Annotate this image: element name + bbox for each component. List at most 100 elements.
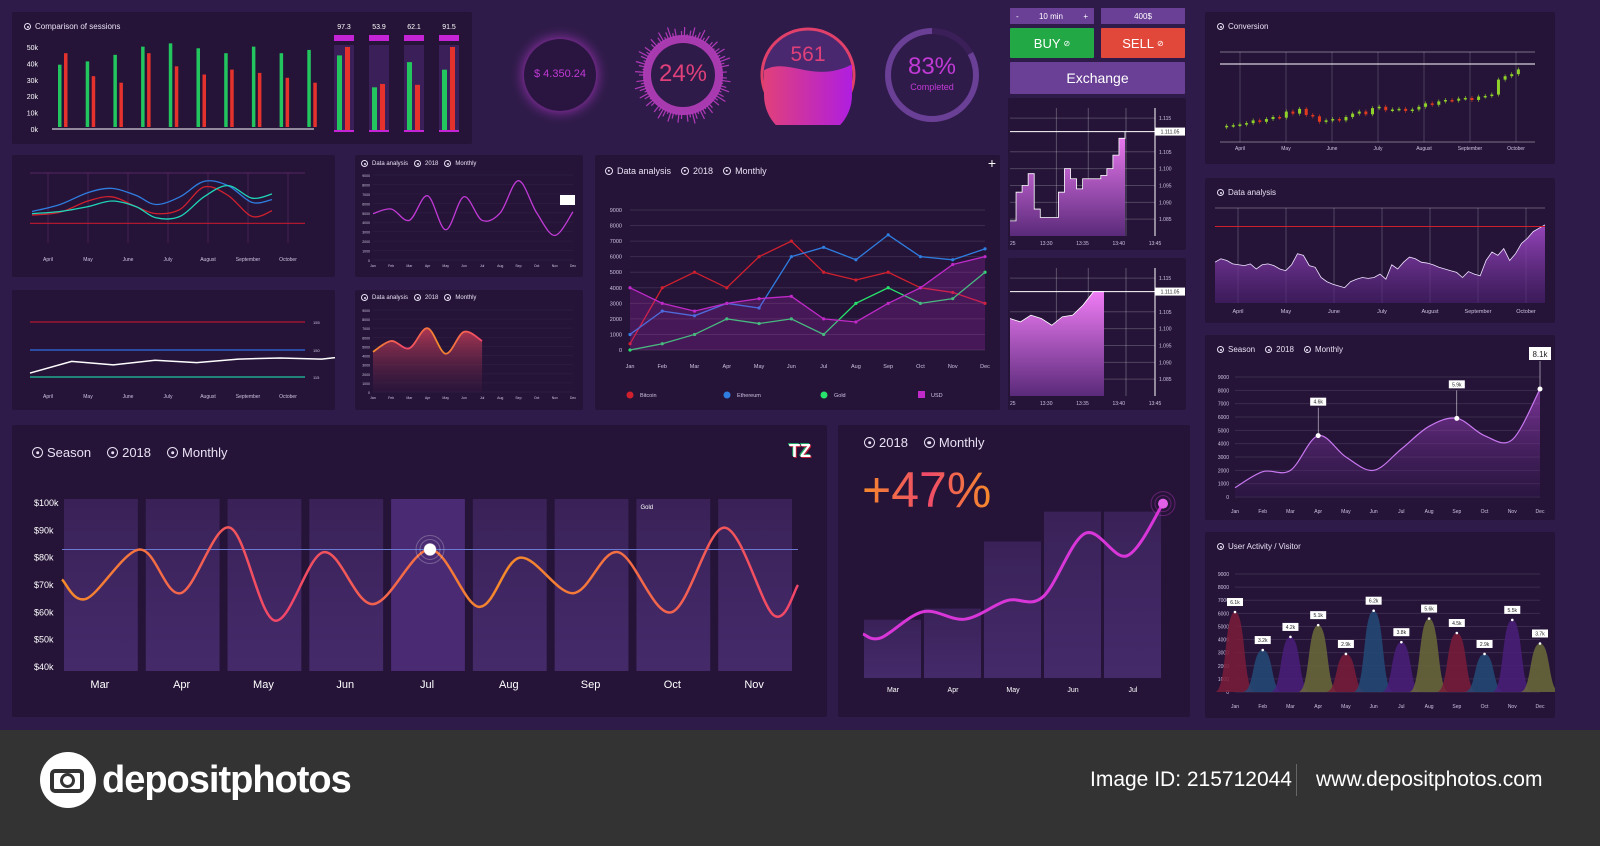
y-tick-label: 3000 xyxy=(610,301,622,307)
season-filter[interactable]: Season xyxy=(32,445,91,460)
monthly-filter[interactable]: Monthly xyxy=(923,435,984,450)
legend-swatch xyxy=(918,391,925,398)
sessions-title: Comparison of sessions xyxy=(35,22,121,31)
year-filter[interactable]: 2018 xyxy=(864,435,908,450)
x-tick-label: Apr xyxy=(723,364,732,370)
spike xyxy=(696,32,701,40)
series-line xyxy=(29,356,335,374)
monthly-filter[interactable]: Monthly xyxy=(167,445,228,460)
spike xyxy=(655,102,659,106)
data-analysis-filter[interactable]: Data analysis xyxy=(1217,188,1276,197)
spike xyxy=(671,111,675,119)
series-line xyxy=(31,184,273,220)
candle xyxy=(1490,94,1494,97)
series-line-bitcoin xyxy=(629,240,986,345)
interval-stepper[interactable]: - 10 min + xyxy=(1010,8,1094,24)
year-filter[interactable]: 2018 xyxy=(1265,345,1294,354)
increment-button[interactable]: + xyxy=(1083,11,1088,21)
trend-panel: April May June July August September October xyxy=(12,155,335,277)
candle xyxy=(1397,108,1401,111)
data-point xyxy=(628,332,632,337)
data-analysis-filter[interactable]: Data analysis xyxy=(361,160,408,167)
x-tick-label: Feb xyxy=(658,364,667,370)
annotation-box xyxy=(1529,347,1551,360)
meter-bar-red xyxy=(450,47,455,131)
brand-logo[interactable]: depositphotos xyxy=(40,752,352,808)
x-tick-label: Mar xyxy=(1286,509,1295,515)
candle xyxy=(1470,97,1474,100)
buy-button[interactable]: BUY ⊘ xyxy=(1010,28,1094,58)
spike xyxy=(713,96,719,101)
month-column xyxy=(1044,511,1101,678)
year-filter[interactable]: 2018 xyxy=(107,445,151,460)
y-tick-label: 4000 xyxy=(362,355,370,359)
data-point xyxy=(660,342,664,346)
season-filter[interactable]: Season xyxy=(1217,345,1255,354)
year-filter[interactable]: 2018 xyxy=(414,160,438,167)
monthly-filter[interactable]: Monthly xyxy=(723,166,767,176)
x-tick-label: Apr xyxy=(1314,509,1322,515)
price-tag xyxy=(1155,127,1185,136)
data-point xyxy=(692,309,697,313)
data-analysis-filter[interactable]: Data analysis xyxy=(361,294,408,301)
peak-point xyxy=(1483,652,1486,656)
monthly-filter[interactable]: Monthly xyxy=(444,294,476,301)
candle xyxy=(1264,119,1268,122)
x-tick-label: May xyxy=(1281,146,1291,152)
decrement-button[interactable]: - xyxy=(1016,11,1019,21)
x-tick-label: September xyxy=(1458,146,1483,152)
y-tick-label: 30k xyxy=(27,78,39,85)
spike xyxy=(667,110,672,122)
x-tick-label: Apr xyxy=(425,264,431,268)
candle xyxy=(1516,69,1520,75)
month-column xyxy=(472,499,547,671)
y-tick-label: 9000 xyxy=(362,174,370,178)
data-point xyxy=(725,286,729,290)
filter-label: Data analysis xyxy=(617,166,672,176)
monthly-filter[interactable]: Monthly xyxy=(1303,345,1343,354)
series-line xyxy=(372,180,574,237)
site-url[interactable]: www.depositphotos.com xyxy=(1316,768,1543,791)
spike xyxy=(672,33,675,39)
y-tick-label: 7000 xyxy=(362,193,370,197)
monthly-filter[interactable]: Monthly xyxy=(444,160,476,167)
x-tick-label: Apr xyxy=(425,396,431,400)
y-tick-label: 1.105 xyxy=(1159,150,1172,156)
y-tick-label: 9000 xyxy=(610,208,622,214)
amount-field[interactable]: 400$ xyxy=(1101,8,1185,24)
x-tick-label: Oct xyxy=(916,364,925,370)
sessions-filter[interactable]: Comparison of sessions xyxy=(24,22,120,31)
data-point xyxy=(757,255,761,259)
spike xyxy=(639,87,648,92)
exchange-button[interactable]: Exchange xyxy=(1010,62,1185,94)
year-filter[interactable]: 2018 xyxy=(681,166,713,176)
label-box xyxy=(1504,605,1521,614)
month-column xyxy=(391,499,465,671)
annotation-label: 5.9k xyxy=(1452,382,1462,388)
x-tick-label: Sep xyxy=(1452,704,1461,710)
x-tick-label: April xyxy=(43,394,53,400)
y-tick-label: 1.100 xyxy=(1159,327,1172,333)
plus-icon[interactable]: + xyxy=(987,155,996,171)
buy-label: BUY xyxy=(1033,35,1061,51)
price-walk-panel: 155 150 115 April May June July August September… xyxy=(12,290,335,410)
x-tick-label: Jul xyxy=(1398,704,1404,710)
conversion-filter[interactable]: Conversion xyxy=(1217,22,1268,31)
user-activity-panel: 0100020003000400050006000700080009000Jan… xyxy=(1205,532,1555,718)
month-column xyxy=(924,608,981,678)
data-analysis-filter[interactable]: Data analysis xyxy=(605,166,671,176)
sell-button[interactable]: SELL ⊘ xyxy=(1101,28,1185,58)
y-tick-label: 0 xyxy=(368,391,370,395)
year-label: 2018 xyxy=(1276,345,1294,354)
bar-red xyxy=(202,74,206,127)
user-activity-filter[interactable]: User Activity / Visitor xyxy=(1217,542,1301,551)
peak-point xyxy=(1510,618,1514,622)
year-filter[interactable]: 2018 xyxy=(414,294,438,301)
user-activity-title: User Activity / Visitor xyxy=(1228,542,1301,551)
meter-bar-green xyxy=(337,55,342,131)
sessions-panel: 0k 10k 20k 30k 40k 50k 97.3 53.9 62.1 91.5 Compar… xyxy=(12,12,472,144)
spike xyxy=(691,27,696,39)
label-box xyxy=(1393,628,1410,637)
y-tick-label: 2000 xyxy=(1218,468,1229,474)
radio-icon xyxy=(1217,543,1224,550)
